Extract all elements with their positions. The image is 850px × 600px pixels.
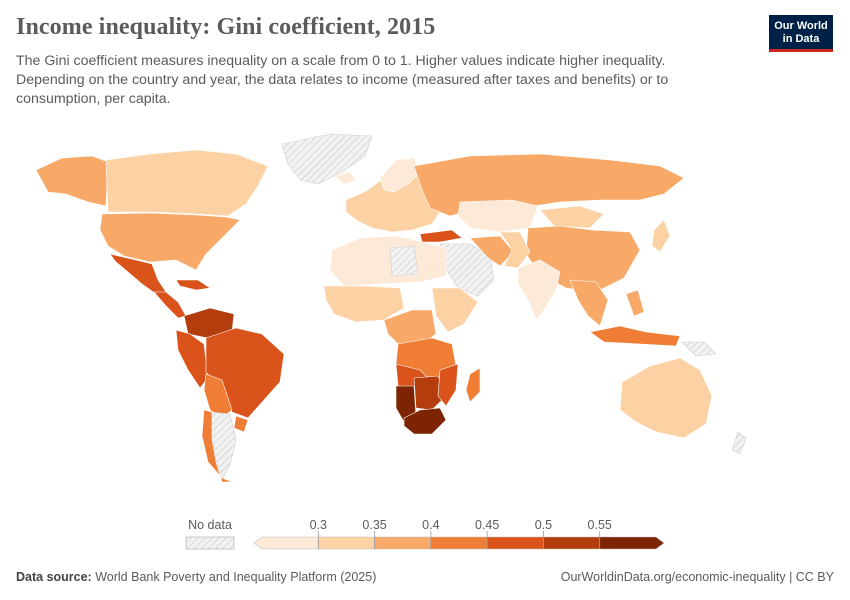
legend-bin-0[interactable] — [253, 536, 319, 550]
region-russia[interactable] — [413, 153, 685, 217]
logo-line-1: Our World — [774, 20, 828, 32]
region-indonesia[interactable] — [589, 325, 681, 347]
legend-bin-6[interactable] — [599, 536, 665, 550]
world-map — [35, 133, 747, 483]
region-chile[interactable] — [201, 409, 233, 483]
region-scandinavia[interactable] — [379, 157, 421, 193]
legend-tick-label: 0.35 — [362, 518, 386, 532]
logo-line-2: in Data — [782, 33, 820, 45]
source-text: World Bank Poverty and Inequality Platfo… — [95, 570, 377, 584]
owid-logo[interactable]: Our World in Data — [769, 15, 833, 52]
chart-title: Income inequality: Gini coefficient, 201… — [16, 14, 436, 40]
legend-no-data-swatch — [185, 536, 235, 550]
region-canada[interactable] — [105, 149, 269, 217]
legend-color-bins — [253, 536, 665, 550]
region-mongolia[interactable] — [539, 205, 605, 229]
region-middle-east[interactable] — [439, 243, 495, 297]
region-greenland[interactable] — [281, 133, 373, 185]
legend-tick-label: 0.4 — [422, 518, 439, 532]
legend-tick-label: 0.55 — [588, 518, 612, 532]
region-turkey[interactable] — [419, 229, 463, 243]
region-alaska[interactable] — [35, 155, 109, 207]
legend-bin-5[interactable] — [543, 536, 601, 550]
region-iran[interactable] — [469, 235, 515, 267]
legend-tick-label: 0.5 — [535, 518, 552, 532]
legend-tick-label: 0.3 — [310, 518, 327, 532]
region-south-africa[interactable] — [403, 407, 447, 435]
region-new-zealand[interactable] — [731, 431, 747, 455]
region-libya[interactable] — [389, 245, 419, 277]
region-iceland[interactable] — [333, 171, 357, 185]
region-papua-new-guinea[interactable] — [681, 341, 717, 357]
region-peru[interactable] — [175, 329, 209, 389]
region-australia[interactable] — [619, 357, 713, 439]
footer-source: Data source: World Bank Poverty and Ineq… — [16, 570, 376, 584]
legend-bin-3[interactable] — [430, 536, 488, 550]
region-mozambique[interactable] — [437, 363, 459, 407]
region-argentina[interactable] — [211, 411, 237, 481]
legend-bin-4[interactable] — [486, 536, 544, 550]
region-caribbean[interactable] — [175, 279, 211, 291]
legend-tick-label: 0.45 — [475, 518, 499, 532]
region-usa[interactable] — [99, 212, 241, 271]
region-botswana[interactable] — [413, 375, 447, 411]
legend-no-data-label: No data — [188, 518, 232, 532]
legend-bin-2[interactable] — [374, 536, 432, 550]
legend-bin-1[interactable] — [317, 536, 375, 550]
region-uruguay[interactable] — [233, 415, 249, 433]
legend-tick-labels: 0.3 0.35 0.4 0.45 0.5 0.55 — [310, 518, 612, 549]
region-southeast-asia[interactable] — [569, 279, 609, 327]
region-india[interactable] — [517, 259, 561, 321]
region-madagascar[interactable] — [465, 367, 481, 403]
region-east-africa[interactable] — [431, 287, 479, 333]
region-kazakhstan[interactable] — [457, 199, 539, 233]
footer-url[interactable]: OurWorldinData.org/economic-inequality |… — [560, 570, 834, 584]
region-philippines[interactable] — [625, 289, 645, 317]
source-label: Data source: — [16, 570, 92, 584]
chart-subtitle: The Gini coefficient measures inequality… — [16, 53, 669, 107]
region-japan[interactable] — [651, 219, 671, 253]
